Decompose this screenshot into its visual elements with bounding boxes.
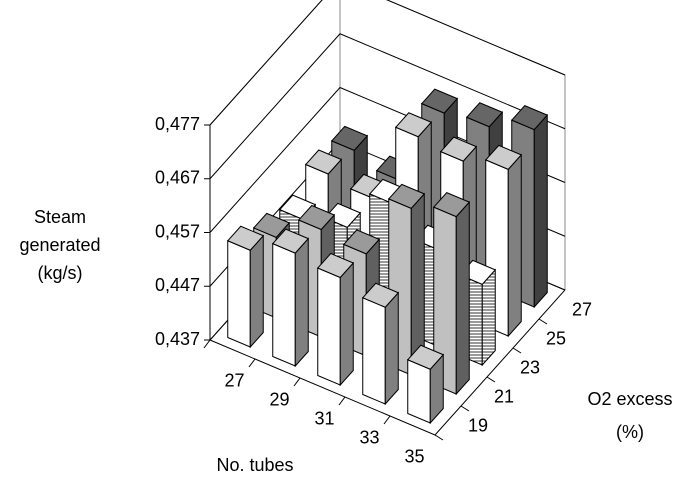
grid-line	[209, 33, 566, 180]
bar-side	[455, 200, 470, 396]
bar-top	[252, 212, 291, 238]
depth-tick	[538, 318, 548, 325]
x-tick-label: 27	[224, 370, 244, 390]
bar-top	[271, 228, 310, 254]
grid-line	[209, 0, 566, 126]
bar-side	[384, 291, 399, 406]
depth-axis-label: (%)	[616, 422, 644, 442]
bar-front	[272, 242, 296, 367]
bar-top	[420, 88, 459, 114]
depth-tick-label: 23	[520, 357, 540, 377]
bar	[387, 183, 426, 377]
depth-tick	[512, 347, 522, 354]
x-tick	[248, 358, 256, 368]
depth-tick	[460, 405, 470, 412]
bar	[316, 252, 355, 387]
z-tick-label: 0,477	[155, 114, 200, 134]
bar	[271, 228, 310, 368]
z-tick-label: 0,447	[155, 275, 200, 295]
bar-top	[316, 252, 355, 279]
bar	[432, 192, 471, 396]
bar-top	[432, 192, 471, 218]
bar-side	[294, 237, 309, 368]
x-tick-label: 35	[404, 446, 424, 466]
bar-top	[342, 229, 381, 255]
bar-front	[227, 239, 251, 348]
depth-tick-label: 27	[572, 299, 592, 319]
bar	[226, 225, 265, 349]
z-tick-label: 0,467	[155, 168, 200, 188]
bar-top	[361, 282, 400, 308]
bar-top	[394, 112, 433, 138]
bar-top	[387, 183, 426, 209]
bar-side	[481, 268, 496, 367]
bar-front	[317, 267, 341, 386]
bar	[361, 282, 400, 406]
bar-top	[226, 225, 265, 251]
bar-top	[330, 125, 369, 151]
bar-top	[465, 102, 504, 128]
depth-tick	[486, 376, 496, 383]
bar-side	[507, 153, 522, 338]
bar-top	[439, 136, 478, 162]
x-tick-label: 29	[269, 389, 289, 409]
z-tick-label: 0,437	[155, 329, 200, 349]
depth-tick-label: 19	[468, 415, 488, 435]
x-tick	[203, 339, 211, 349]
bar-front	[362, 296, 386, 405]
bar-side	[339, 261, 354, 387]
bar	[406, 344, 445, 425]
z-axis-label: (kg/s)	[38, 263, 83, 283]
z-axis-label: Steam	[34, 207, 86, 227]
depth-tick-label: 25	[546, 328, 566, 348]
bar-top	[484, 144, 523, 170]
bar-side	[533, 113, 548, 309]
depth-tick-label: 21	[494, 386, 514, 406]
x-tick	[338, 396, 346, 406]
bar-side	[249, 234, 264, 349]
x-tick	[293, 377, 301, 387]
bar-top	[297, 204, 336, 231]
x-tick-label: 33	[359, 427, 379, 447]
z-tick-label: 0,457	[155, 221, 200, 241]
x-tick	[383, 415, 391, 425]
x-tick-label: 31	[314, 408, 334, 428]
bar-top	[510, 105, 549, 131]
z-axis-label: generated	[19, 235, 100, 255]
bar-front	[407, 358, 431, 424]
depth-tick	[434, 434, 444, 441]
bar-top	[406, 344, 445, 370]
bar-top	[304, 149, 343, 175]
depth-axis-label: O2 excess	[587, 389, 672, 409]
x-axis-label: No. tubes	[216, 455, 293, 475]
